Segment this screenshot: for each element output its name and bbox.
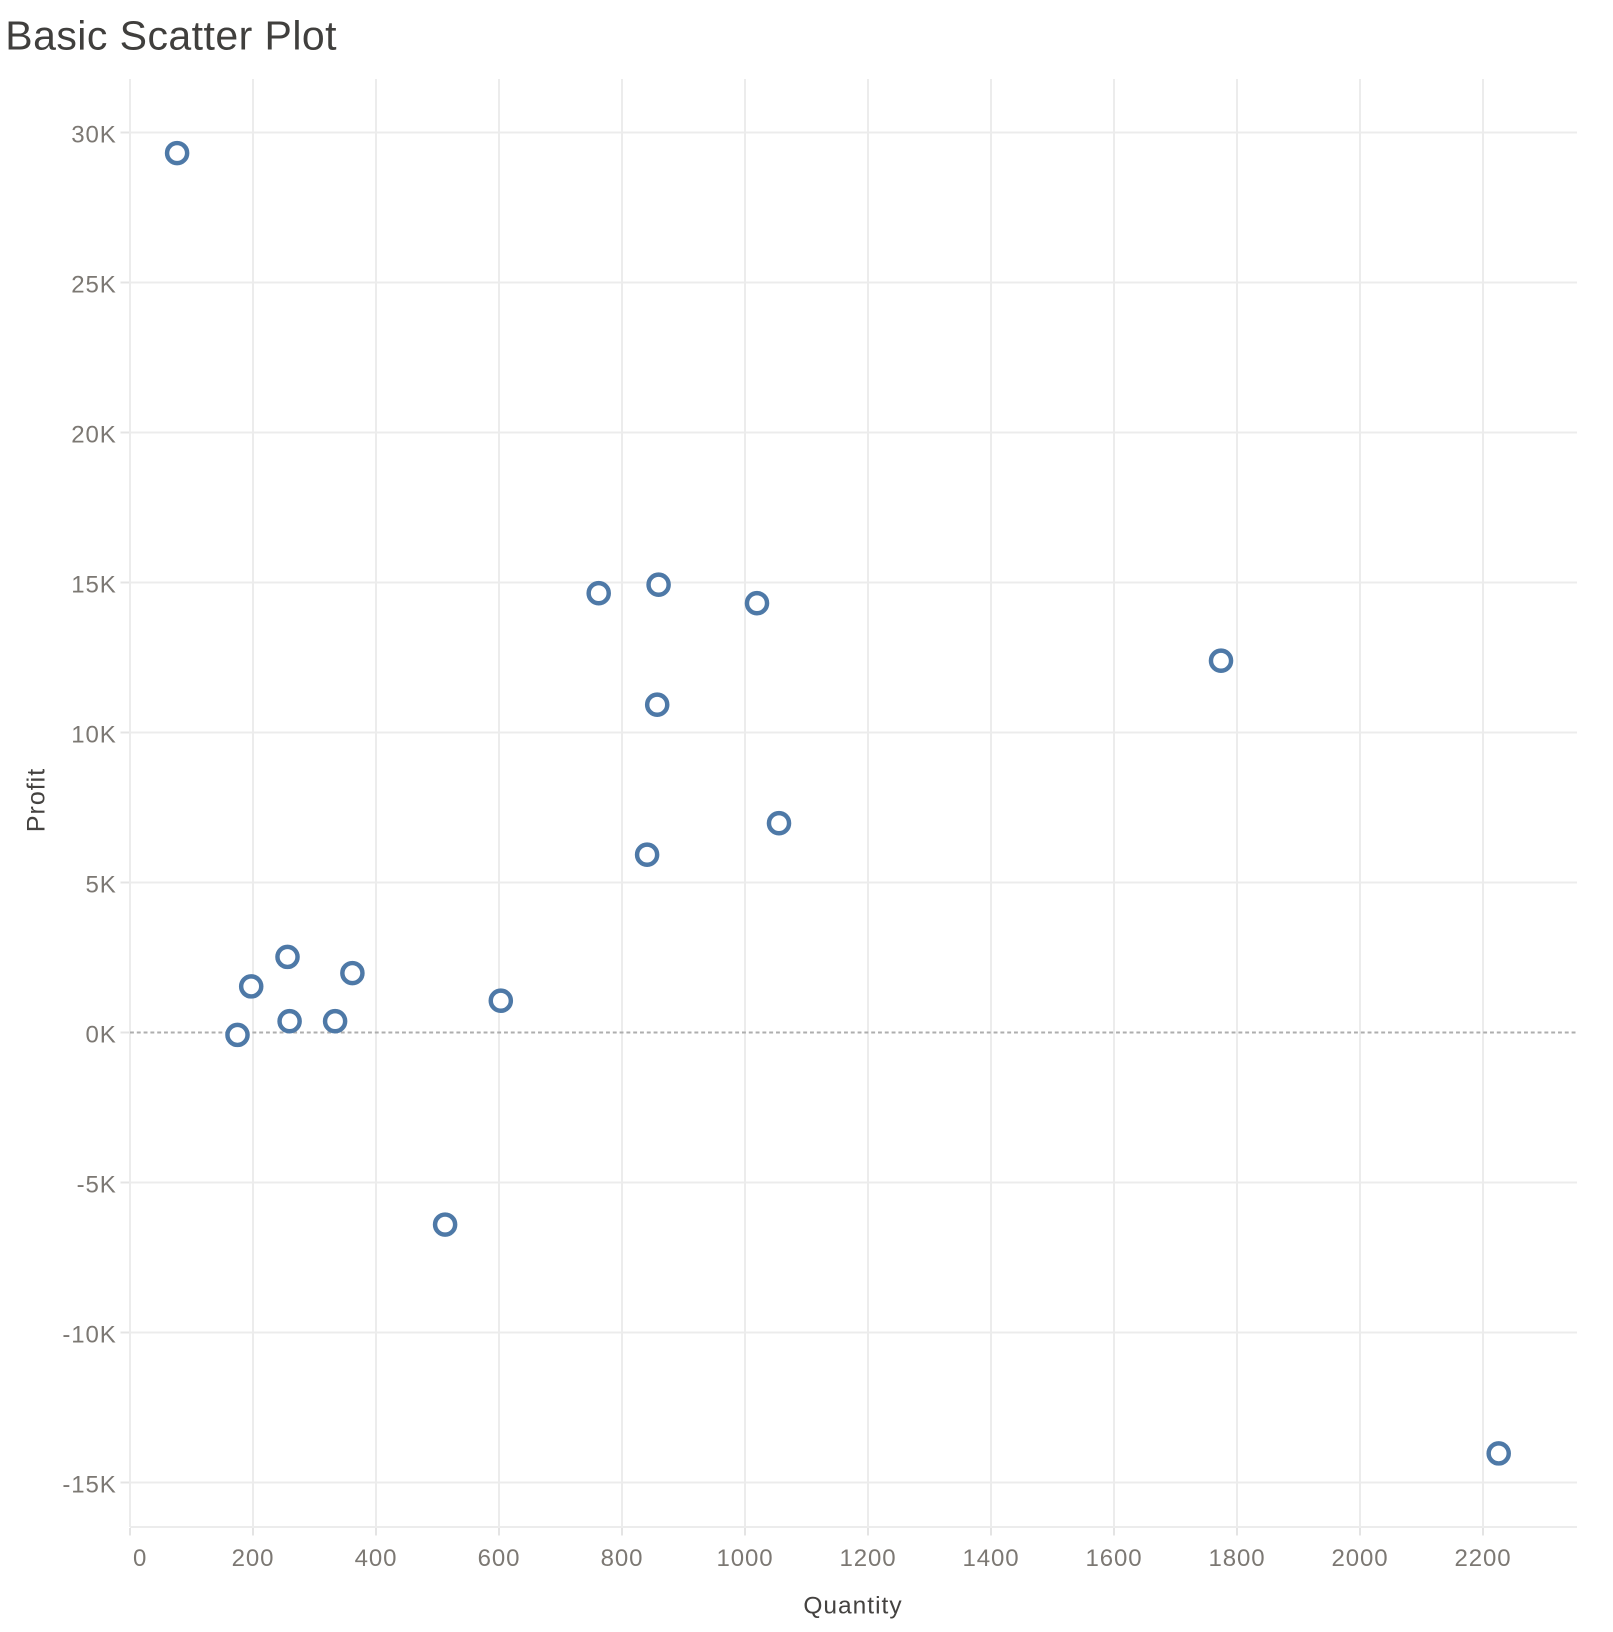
svg-text:1800: 1800 (1209, 1545, 1266, 1572)
svg-text:0K: 0K (86, 1022, 117, 1049)
svg-text:10K: 10K (71, 722, 116, 749)
svg-text:1000: 1000 (717, 1545, 774, 1572)
svg-text:-10K: -10K (62, 1322, 116, 1349)
svg-text:2000: 2000 (1332, 1545, 1389, 1572)
svg-text:5K: 5K (86, 872, 117, 899)
svg-text:2200: 2200 (1455, 1545, 1512, 1572)
svg-text:25K: 25K (71, 272, 116, 299)
svg-text:1600: 1600 (1086, 1545, 1143, 1572)
svg-text:Quantity: Quantity (803, 1593, 902, 1620)
svg-text:15K: 15K (71, 572, 116, 599)
svg-text:200: 200 (232, 1545, 275, 1572)
svg-text:600: 600 (478, 1545, 521, 1572)
svg-text:-5K: -5K (77, 1172, 117, 1199)
svg-text:1200: 1200 (840, 1545, 897, 1572)
svg-text:Basic Scatter Plot: Basic Scatter Plot (5, 13, 337, 59)
svg-text:-15K: -15K (62, 1472, 116, 1499)
svg-text:800: 800 (601, 1545, 644, 1572)
svg-text:0: 0 (133, 1545, 147, 1572)
svg-text:Profit: Profit (22, 768, 50, 832)
svg-text:1400: 1400 (963, 1545, 1020, 1572)
svg-text:30K: 30K (71, 122, 116, 149)
svg-text:400: 400 (355, 1545, 398, 1572)
svg-text:20K: 20K (71, 422, 116, 449)
